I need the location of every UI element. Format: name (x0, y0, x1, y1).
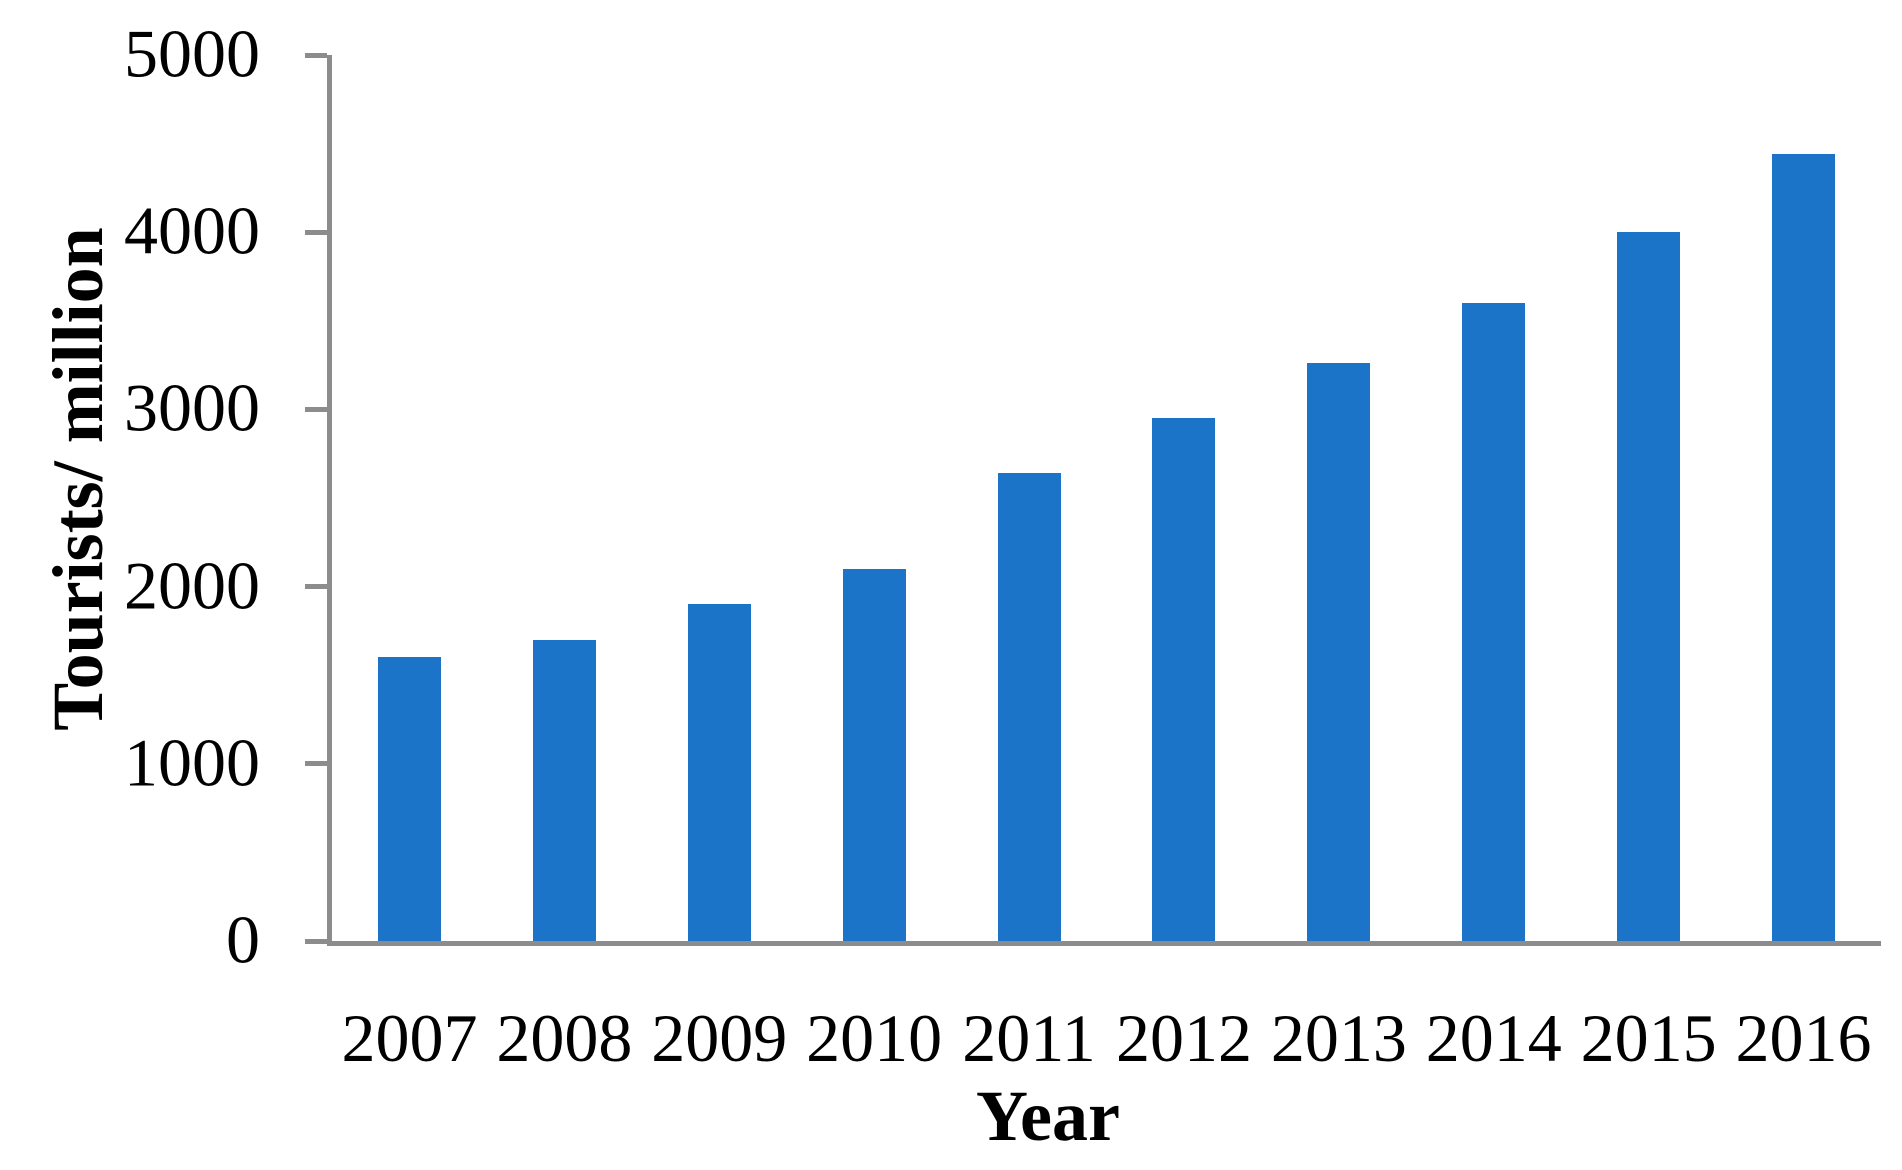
x-tick-label-2007: 2007 (341, 1000, 478, 1076)
y-tick-label-3000: 3000 (124, 370, 260, 447)
y-tick-mark-1000 (305, 761, 327, 767)
bar-2008 (532, 639, 596, 941)
y-tick-mark-2000 (305, 584, 327, 590)
bar-2010 (842, 568, 906, 941)
x-tick-label-2010: 2010 (806, 1000, 943, 1076)
y-axis-title: Tourists/ million (38, 227, 118, 731)
y-tick-label-5000: 5000 (124, 15, 260, 92)
bar-2007 (377, 657, 441, 941)
y-tick-mark-0 (305, 938, 327, 944)
plot-area: 0 1000 2000 3000 4000 5000 (124, 20, 1881, 974)
y-tick-label-2000: 2000 (124, 547, 260, 624)
y-tick-mark-5000 (305, 52, 327, 58)
x-tick-label-2015: 2015 (1580, 1000, 1717, 1076)
x-tick-label-2012: 2012 (1115, 1000, 1252, 1076)
x-tick-label-2009: 2009 (651, 1000, 788, 1076)
y-tick-label-4000: 4000 (124, 192, 260, 269)
bar-2013 (1307, 363, 1371, 941)
bar-2016 (1772, 154, 1836, 941)
bar-2015 (1617, 232, 1681, 941)
y-tick-label-1000: 1000 (124, 724, 260, 801)
x-axis-title: Year (976, 1076, 1120, 1156)
bar-2009 (687, 604, 751, 941)
bar-2012 (1152, 418, 1216, 941)
x-tick-label-2013: 2013 (1270, 1000, 1407, 1076)
y-tick-mark-4000 (305, 229, 327, 235)
x-tick-label-2014: 2014 (1425, 1000, 1562, 1076)
x-tick-label-2008: 2008 (496, 1000, 633, 1076)
y-tick-mark-3000 (305, 406, 327, 412)
y-tick-label-0: 0 (226, 901, 260, 978)
x-tick-label-2016: 2016 (1735, 1000, 1872, 1076)
bar-2014 (1462, 303, 1526, 941)
bar-2011 (997, 473, 1061, 941)
x-tick-label-2011: 2011 (962, 1000, 1096, 1076)
